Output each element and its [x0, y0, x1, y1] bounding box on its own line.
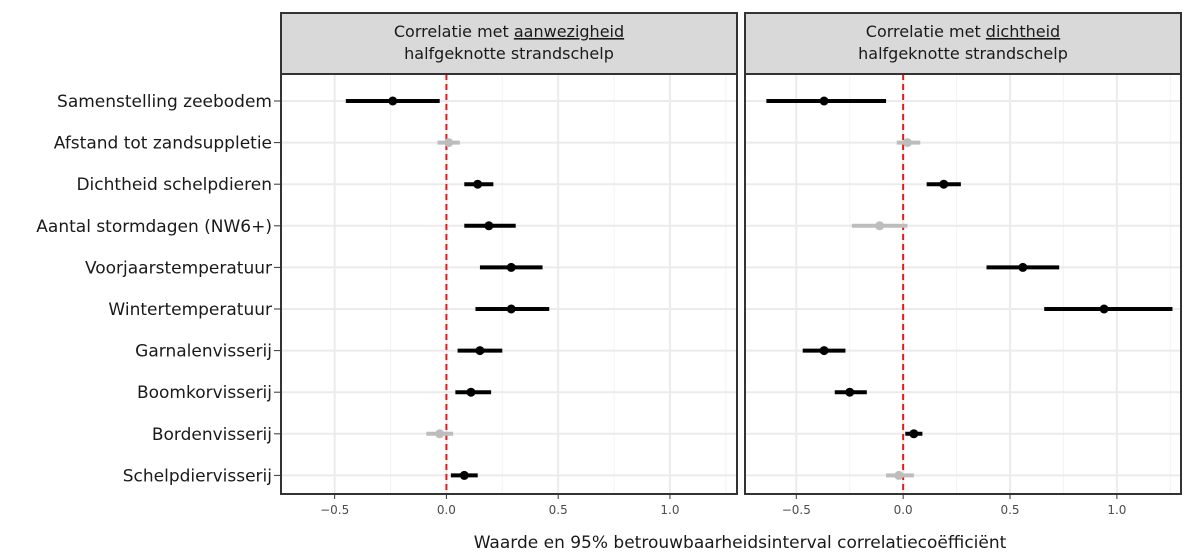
panel-0-point-5: [506, 304, 516, 314]
panel-1-point-3: [875, 221, 885, 231]
panel-1-title-underlined: dichtheid: [986, 22, 1060, 41]
panels: Correlatie met aanwezigheid halfgeknotte …: [280, 12, 1182, 517]
panel-1-title-line2: halfgeknotte strandschelp: [858, 44, 1068, 63]
y-label-6: Garnalenvisserij: [135, 342, 272, 362]
panel-1-x-tick-label-3: 1.0: [1107, 503, 1126, 517]
panel-1-x-tick-label-2: 0.5: [1000, 503, 1019, 517]
panel-1-title-line1: Correlatie met dichtheid: [866, 22, 1060, 41]
y-axis-labels: Samenstelling zeebodem Afstand tot zandsu…: [36, 92, 281, 486]
panel-0-point-4: [506, 262, 516, 272]
panel-0-point-8: [435, 429, 445, 439]
x-axis-title: Waarde en 95% betrouwbaarheidsinterval c…: [474, 533, 1007, 553]
y-label-4: Voorjaarstemperatuur: [85, 258, 272, 278]
panel-1-x-tick-label-0: −0.5: [782, 503, 811, 517]
panel-0-point-9: [459, 470, 469, 480]
panel-1-point-7: [845, 387, 855, 397]
panel-1-point-5: [1099, 304, 1109, 314]
panel-0: Correlatie met aanwezigheid halfgeknotte …: [280, 12, 738, 517]
panel-1-plot-area: [745, 74, 1181, 494]
panel-1-point-0: [819, 96, 829, 106]
panel-1-point-1: [902, 138, 912, 148]
panel-0-plot-area: [281, 74, 737, 494]
panel-1-point-9: [894, 470, 904, 480]
panel-0-x-tick-label-2: 0.5: [549, 503, 568, 517]
panel-1-point-6: [819, 346, 829, 356]
y-label-9: Schelpdiervisserij: [123, 466, 272, 486]
panel-0-title-line2: halfgeknotte strandschelp: [404, 44, 614, 63]
panel-0-x-tick-label-0: −0.5: [320, 503, 349, 517]
y-label-2: Dichtheid schelpdieren: [76, 175, 272, 195]
panel-0-point-0: [388, 96, 398, 106]
panel-0-x-tick-label-3: 1.0: [660, 503, 679, 517]
panel-1-point-8: [909, 429, 919, 439]
panel-1: Correlatie met dichtheid halfgeknotte str…: [744, 12, 1182, 517]
panel-0-point-2: [473, 179, 483, 189]
y-label-7: Boomkorvisserij: [137, 383, 272, 403]
y-label-1: Afstand tot zandsuppletie: [54, 134, 272, 154]
panel-0-point-6: [475, 346, 485, 356]
panel-0-title-line1: Correlatie met aanwezigheid: [394, 22, 624, 41]
y-label-3: Aantal stormdagen (NW6+): [36, 217, 272, 237]
panel-1-point-2: [939, 179, 949, 189]
panel-0-title-underlined: aanwezigheid: [514, 22, 624, 41]
panel-0-strip: [280, 12, 738, 75]
panel-1-border: [744, 73, 1182, 495]
panel-0-point-7: [466, 387, 476, 397]
panel-1-strip: [744, 12, 1182, 75]
panel-0-title-prefix: Correlatie met: [394, 22, 514, 41]
panel-1-point-4: [1018, 262, 1028, 272]
panel-0-point-3: [484, 221, 494, 231]
y-label-8: Bordenvisserij: [152, 425, 272, 445]
panel-1-x-tick-label-1: 0.0: [894, 503, 913, 517]
panel-0-point-1: [444, 138, 454, 148]
panel-0-x-tick-label-1: 0.0: [437, 503, 456, 517]
panel-1-title-prefix: Correlatie met: [866, 22, 986, 41]
panel-0-border: [280, 73, 738, 495]
y-label-0: Samenstelling zeebodem: [57, 92, 272, 112]
y-label-5: Wintertemperatuur: [108, 300, 272, 320]
